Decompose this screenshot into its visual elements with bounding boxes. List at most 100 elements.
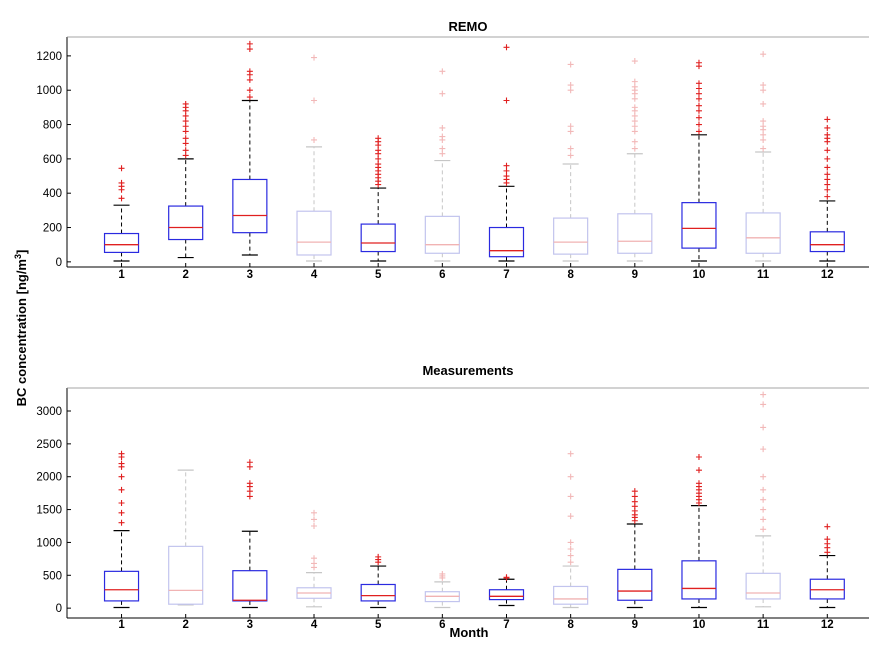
outlier-point — [503, 574, 510, 581]
outlier-point — [631, 145, 638, 152]
iqr-box — [617, 568, 653, 601]
y-tick-label: 2000 — [36, 472, 62, 484]
outlier-point — [503, 162, 510, 169]
box-month-7 — [488, 44, 525, 262]
outlier-point — [246, 459, 253, 466]
outlier-point — [824, 523, 831, 530]
iqr-box — [681, 560, 717, 600]
outlier-point — [760, 118, 767, 125]
x-tick-label: 6 — [439, 269, 445, 281]
outlier-point — [567, 513, 574, 520]
x-tick-label: 5 — [375, 619, 382, 631]
outlier-point — [182, 135, 189, 142]
outlier-point — [824, 116, 831, 123]
outlier-point — [631, 138, 638, 145]
outlier-point — [503, 173, 510, 180]
iqr-box — [424, 215, 460, 254]
iqr-box — [681, 202, 717, 249]
x-tick-label: 11 — [757, 619, 770, 631]
iqr-box — [103, 232, 140, 254]
x-tick-label: 1 — [118, 269, 125, 281]
outlier-point — [311, 516, 318, 523]
y-tick-label: 0 — [56, 603, 62, 615]
outlier-point — [824, 181, 831, 188]
iqr-box — [360, 223, 396, 253]
iqr-box — [296, 210, 332, 256]
y-tick-label: 2500 — [36, 439, 62, 451]
y-tick-label: 200 — [43, 223, 62, 235]
iqr-box — [488, 589, 525, 601]
outlier-point — [760, 87, 767, 94]
outlier-point — [760, 391, 767, 398]
outlier-point — [631, 498, 638, 505]
iqr-box — [488, 226, 525, 258]
outlier-point — [567, 450, 574, 457]
outlier-point — [631, 128, 638, 135]
outlier-point — [567, 473, 574, 480]
x-tick-label: 11 — [757, 269, 770, 281]
outlier-point — [695, 128, 702, 135]
outlier-point — [695, 85, 702, 92]
box-month-2 — [168, 100, 204, 259]
outlier-point — [439, 124, 446, 131]
x-tick-label: 3 — [247, 619, 253, 631]
outlier-point — [182, 140, 189, 147]
box-month-12 — [809, 523, 845, 609]
box-month-10 — [681, 454, 717, 609]
iqr-box — [745, 572, 781, 600]
outlier-point — [760, 496, 767, 503]
outlier-point — [760, 136, 767, 143]
outlier-point — [824, 193, 831, 200]
outlier-point — [695, 121, 702, 128]
outlier-point — [118, 165, 125, 172]
box-month-9 — [617, 488, 653, 609]
panel-title: REMO — [449, 19, 488, 34]
x-tick-label: 9 — [632, 619, 638, 631]
panel-title: Measurements — [422, 363, 513, 378]
box-month-11 — [745, 51, 781, 262]
outlier-point — [246, 480, 253, 487]
iqr-box — [617, 213, 653, 254]
iqr-box — [103, 570, 140, 602]
outlier-point — [567, 128, 574, 135]
x-tick-label: 6 — [439, 619, 445, 631]
y-tick-label: 0 — [56, 257, 62, 269]
box-month-5 — [360, 553, 396, 609]
outlier-point — [760, 526, 767, 533]
y-tick-label: 500 — [43, 570, 62, 582]
outlier-point — [567, 552, 574, 559]
outlier-point — [695, 114, 702, 121]
outlier-point — [695, 95, 702, 102]
outlier-point — [182, 123, 189, 130]
outlier-point — [824, 164, 831, 171]
outlier-point — [246, 46, 253, 53]
outlier-point — [375, 161, 382, 168]
outlier-point — [760, 82, 767, 89]
y-tick-label: 3000 — [36, 406, 62, 418]
box-month-10 — [681, 59, 717, 262]
outlier-point — [631, 78, 638, 85]
outlier-point — [631, 493, 638, 500]
outlier-point — [695, 80, 702, 87]
outlier-point — [760, 100, 767, 107]
box-month-3 — [232, 459, 268, 609]
outlier-point — [182, 152, 189, 159]
outlier-point — [182, 100, 189, 107]
outlier-point — [503, 97, 510, 104]
box-month-1 — [103, 450, 140, 609]
outlier-point — [760, 446, 767, 453]
outlier-point — [824, 186, 831, 193]
iqr-box — [232, 570, 268, 602]
outlier-point — [760, 424, 767, 431]
outlier-point — [375, 147, 382, 154]
outlier-point — [695, 454, 702, 460]
outlier-point — [439, 150, 446, 157]
box-month-4 — [296, 509, 332, 608]
outlier-point — [760, 131, 767, 138]
outlier-point — [824, 536, 831, 543]
outlier-point — [567, 559, 574, 566]
outlier-point — [631, 83, 638, 90]
outlier-point — [567, 546, 574, 552]
